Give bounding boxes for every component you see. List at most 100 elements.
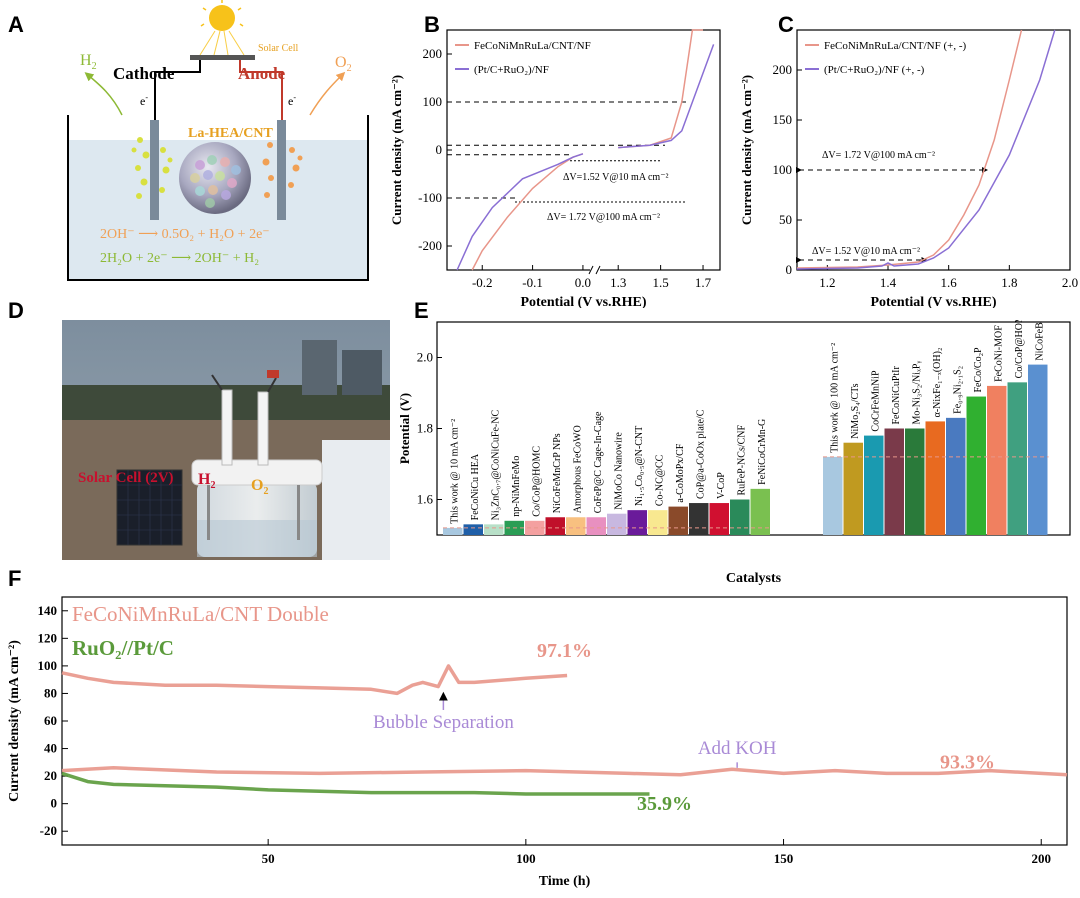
x-tick-label: 1.5 [652, 275, 668, 290]
bar [864, 435, 884, 535]
annotation-dv-100: ΔV= 1.72 V@100 mA cm⁻² [547, 212, 660, 223]
y-axis-label: Potential (V) [397, 393, 412, 464]
bar-label: Co/CoP@HOMC [531, 446, 542, 517]
bar [730, 499, 750, 535]
bar [987, 385, 1007, 535]
x-axis-label: Potential (V vs.RHE) [870, 295, 996, 308]
legend-label: (Pt/C+RuO₂)/NF (+, -) [824, 64, 925, 76]
anode-wire [239, 60, 283, 120]
x-axis-label: Time (h) [539, 874, 591, 889]
annotation-dv-100: ΔV= 1.72 V@100 mA cm⁻² [822, 150, 935, 161]
x-axis-label: Potential (V vs.RHE) [520, 295, 646, 308]
legend-label: FeCoNiMnRuLa/CNT/NF [474, 40, 591, 52]
y-axis-label: Current density (mA cm⁻²) [389, 75, 404, 225]
x-tick-label: 50 [262, 851, 275, 866]
bar-label: V-CoP [716, 472, 727, 499]
annotation-koh: Add KOH [698, 738, 777, 759]
series-line [456, 153, 584, 271]
bar [689, 503, 709, 535]
y-tick-label: 0 [786, 262, 793, 277]
solar-cell-photo-label: Solar Cell (2V) [78, 470, 174, 486]
panel-label-a: A [8, 12, 24, 37]
plot-frame [61, 596, 1068, 846]
photo-o2-label: O2 [251, 477, 269, 498]
anode-electrode [277, 120, 286, 220]
y-tick-label: 2.0 [417, 350, 433, 365]
bar-label: RuFeP-NCs/CNF [736, 424, 747, 495]
percent-label: 35.9% [637, 793, 692, 815]
x-tick-label: 1.3 [610, 275, 626, 290]
y-tick-label: 1.6 [417, 492, 434, 507]
series-line [618, 44, 715, 149]
plot-frame [796, 29, 1071, 271]
bar-label: np-NiMnFeMo [511, 456, 522, 517]
bar-label: FeCoNiCuPtIr [891, 365, 902, 424]
bar-label: NiCoFeMnCrP NPs [552, 433, 563, 513]
bar [750, 488, 770, 535]
bar [966, 396, 986, 535]
bar-label: Co-NC@CC [654, 454, 665, 506]
bar-label: CoCrFeMnNiP [870, 370, 881, 432]
series-line [796, 29, 1056, 270]
bar-label: FeCoNiCu HEA [470, 453, 481, 520]
bar [484, 524, 504, 535]
bar-label: CoFeP@C Cage-In-Cage [593, 411, 604, 513]
y-tick-label: 100 [773, 162, 793, 177]
bar [627, 510, 647, 535]
x-tick-label: 2.0 [1062, 275, 1078, 290]
x-tick-label: 1.4 [880, 275, 897, 290]
bar [545, 517, 565, 535]
cathode-electrode [150, 120, 159, 220]
bar [566, 517, 586, 535]
axis-break-mark [595, 265, 601, 275]
bar [1028, 364, 1048, 535]
bar [823, 456, 843, 535]
x-tick-label: 1.8 [1001, 275, 1017, 290]
bar-label: Fe₀.₉Ni₂.₁S₂ [952, 366, 963, 414]
x-tick-label: -0.1 [522, 275, 543, 290]
bar-label: NiMo₂S₄/CTs [850, 383, 861, 438]
y-tick-label: 0 [436, 142, 443, 157]
bar [946, 417, 966, 535]
bar-label: FeCoNi-MOF [993, 325, 1004, 382]
bar-label: Co/CoP@HOMC [1014, 320, 1025, 378]
y-tick-label: 1.8 [417, 421, 433, 436]
x-tick-label: 150 [774, 851, 794, 866]
series-line [618, 29, 703, 149]
y-tick-label: -20 [40, 823, 57, 838]
legend-label: FeCoNiMnRuLa/CNT/NF (+, -) [824, 40, 967, 52]
annotation-dv-10: ΔV=1.52 V@10 mA cm⁻² [563, 172, 668, 183]
cathode-wire [154, 60, 201, 120]
bar-label: Ni₃ZnC₀.₇@CoNiCuFe-NC [490, 410, 501, 521]
bar [905, 428, 925, 535]
o2-bubbles [262, 142, 303, 198]
solar-cell-label: Solar Cell [258, 43, 298, 54]
h2-arrow [84, 72, 123, 116]
panel-label-e: E [414, 298, 429, 323]
series-line [61, 766, 1068, 777]
stability-chart: 50 100 150 200 -20 0 20 40 60 80 100 120 140 Current … [7, 596, 1068, 889]
y-tick-label: 80 [44, 685, 57, 700]
x-tick-label: 0.0 [575, 275, 591, 290]
photo-h2-label: H2 [198, 471, 216, 492]
y-axis-label: Current density (mA cm⁻²) [739, 75, 754, 225]
y-tick-label: 100 [38, 658, 58, 673]
y-axis-label: Current density (mA cm⁻²) [7, 640, 22, 802]
o2-label: O2 [335, 54, 352, 74]
bar-label: Amorphous FeCoWO [572, 425, 583, 513]
cathode-label: Cathode [113, 64, 175, 83]
y-tick-label: -100 [418, 190, 442, 205]
reaction-cathode: 2H₂O + 2e⁻ ⟶ 2OH⁻ + H₂ [100, 251, 259, 266]
bar [884, 428, 904, 535]
x-tick-label: 200 [1031, 851, 1051, 866]
axis-break-mark [588, 265, 594, 275]
x-tick-label: -0.2 [472, 275, 493, 290]
bar-label: a-CoMoPx/CF [675, 443, 686, 502]
legend-label: FeCoNiMnRuLa/CNT Double [72, 602, 329, 626]
bar-label: NiCoFeB [1034, 322, 1045, 361]
solar-panel [190, 55, 255, 60]
bar-label: NiMoCo Nanowire [613, 432, 624, 510]
catalyst-bar-chart: 1.6 1.8 2.0 Potential (V) Catalysts This work… [397, 320, 1071, 585]
y-tick-label: 100 [423, 94, 443, 109]
h2-label: H2 [80, 52, 97, 72]
